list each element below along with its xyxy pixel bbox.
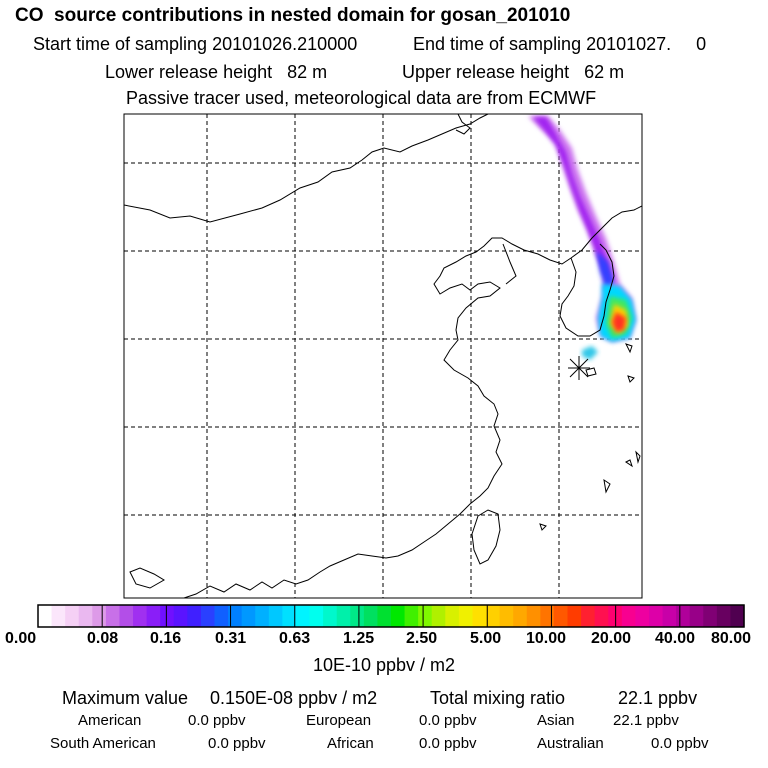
colorbar-label-7: 5.00 bbox=[470, 630, 502, 647]
colorbar-cell bbox=[689, 605, 704, 627]
plot-title: CO source contributions in nested domain… bbox=[15, 5, 571, 26]
colorbar-label-11: 80.00 bbox=[711, 630, 752, 647]
receptor-marker bbox=[568, 356, 590, 380]
colorbar-cell bbox=[431, 605, 446, 627]
source-name-african: African bbox=[327, 735, 374, 752]
colorbar-cell bbox=[282, 605, 297, 627]
colorbar-cell bbox=[499, 605, 514, 627]
colorbar-cell bbox=[567, 605, 582, 627]
max-value-label: Maximum value bbox=[62, 688, 189, 708]
source-name-south-american: South American bbox=[50, 735, 156, 752]
map-frame bbox=[123, 113, 643, 599]
colorbar-cell bbox=[730, 605, 745, 627]
colorbar-label-9: 20.00 bbox=[591, 630, 632, 647]
end-time: End time of sampling 20101027. 0 bbox=[413, 34, 707, 54]
colorbar-cell bbox=[336, 605, 351, 627]
colorbar-cell bbox=[241, 605, 256, 627]
colorbar-label-8: 10.00 bbox=[526, 630, 567, 647]
colorbar-cell bbox=[540, 605, 555, 627]
colorbar-cell bbox=[146, 605, 161, 627]
colorbar-cell bbox=[187, 605, 202, 627]
source-name-australian: Australian bbox=[537, 735, 604, 752]
colorbar-cell bbox=[662, 605, 677, 627]
source-name-european: European bbox=[306, 712, 372, 729]
source-value-african: 0.0 ppbv bbox=[419, 735, 477, 752]
map-area bbox=[124, 114, 642, 598]
colorbar-cell bbox=[309, 605, 324, 627]
colorbar-cell bbox=[581, 605, 596, 627]
colorbar-cell bbox=[105, 605, 121, 627]
colorbar-cell bbox=[119, 605, 134, 627]
colorbar-cell bbox=[445, 605, 460, 627]
colorbar-cell bbox=[350, 605, 365, 627]
colorbar-separators bbox=[101, 605, 681, 627]
colorbar-label-5: 1.25 bbox=[343, 630, 375, 647]
total-mixing-value: 22.1 ppbv bbox=[618, 688, 698, 708]
colorbar-cell bbox=[594, 605, 609, 627]
colorbar-cell bbox=[323, 605, 338, 627]
colorbar-cell bbox=[458, 605, 474, 627]
colorbar-cell bbox=[553, 605, 569, 627]
colorbar-cell bbox=[526, 605, 541, 627]
colorbar-cell bbox=[648, 605, 664, 627]
colorbar-label-0: 0.00 bbox=[5, 630, 37, 647]
source-name-american: American bbox=[78, 712, 142, 729]
colorbar-cell bbox=[92, 605, 107, 627]
colorbar-label-1: 0.08 bbox=[87, 630, 119, 647]
colorbar-cell bbox=[418, 605, 433, 627]
colorbar-cell bbox=[228, 605, 243, 627]
colorbar-cell bbox=[703, 605, 718, 627]
colorbar-cell bbox=[716, 605, 732, 627]
colorbar-cell bbox=[404, 605, 419, 627]
source-value-european: 0.0 ppbv bbox=[419, 712, 477, 729]
colorbar-frame bbox=[37, 604, 745, 628]
colorbar-label-10: 40.00 bbox=[655, 630, 696, 647]
colorbar-cell bbox=[214, 605, 229, 627]
max-value: 0.150E-08 ppbv / m2 bbox=[210, 688, 378, 708]
colorbar-label-2: 0.16 bbox=[150, 630, 182, 647]
colorbar-cell bbox=[513, 605, 528, 627]
colorbar-cell bbox=[78, 605, 93, 627]
start-time: Start time of sampling 20101026.210000 bbox=[33, 34, 358, 54]
colorbar-cell bbox=[635, 605, 650, 627]
lower-release-height: Lower release height 82 m bbox=[105, 62, 328, 82]
colorbar-cell bbox=[295, 605, 311, 627]
colorbar-cell bbox=[363, 605, 379, 627]
colorbar-cell bbox=[200, 605, 216, 627]
tracer-plume bbox=[528, 116, 636, 360]
colorbar-cell bbox=[160, 605, 175, 627]
colorbar-cell bbox=[391, 605, 406, 627]
colorbar-label-4: 0.63 bbox=[279, 630, 311, 647]
colorbar-cell bbox=[133, 605, 148, 627]
colorbar-cell bbox=[255, 605, 270, 627]
colorbar-cell bbox=[377, 605, 392, 627]
colorbar-cell bbox=[268, 605, 283, 627]
source-value-asian: 22.1 ppbv bbox=[613, 712, 679, 729]
colorbar-cell bbox=[472, 605, 487, 627]
tracer-info: Passive tracer used, meteorological data… bbox=[126, 88, 597, 108]
source-name-asian: Asian bbox=[537, 712, 575, 729]
colorbar-label-6: 2.50 bbox=[406, 630, 438, 647]
colorbar-cell bbox=[676, 605, 691, 627]
coastlines bbox=[124, 114, 642, 598]
colorbar-cell bbox=[65, 605, 80, 627]
colorbar-cell bbox=[173, 605, 188, 627]
colorbar-cell bbox=[621, 605, 636, 627]
colorbar bbox=[38, 605, 745, 627]
colorbar-cell bbox=[38, 605, 53, 627]
colorbar-cell bbox=[51, 605, 66, 627]
upper-release-height: Upper release height 62 m bbox=[402, 62, 625, 82]
colorbar-label-3: 0.31 bbox=[215, 630, 247, 647]
colorbar-unit: 10E-10 ppbv / m2 bbox=[312, 655, 456, 675]
source-value-south-american: 0.0 ppbv bbox=[208, 735, 266, 752]
graticule bbox=[124, 114, 642, 598]
source-value-australian: 0.0 ppbv bbox=[651, 735, 709, 752]
colorbar-cell bbox=[486, 605, 501, 627]
source-value-american: 0.0 ppbv bbox=[188, 712, 246, 729]
total-mixing-label: Total mixing ratio bbox=[430, 688, 566, 708]
